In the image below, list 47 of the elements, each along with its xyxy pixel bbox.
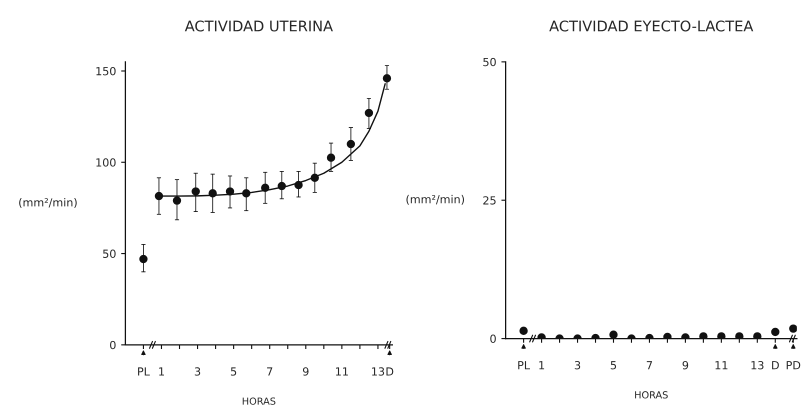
point: [172, 196, 182, 205]
y-tick-label: 0: [490, 334, 496, 343]
point: [346, 140, 356, 148]
point: [226, 187, 234, 196]
point: [261, 184, 270, 192]
y-tick-label: 25: [483, 196, 496, 205]
x-tick-label: 11: [716, 361, 728, 370]
point: [326, 154, 336, 162]
x-tick-label: 3: [574, 361, 580, 370]
x-tick-label: D: [386, 367, 394, 376]
y-tick-label: 100: [96, 158, 116, 167]
x-axis-title: HORAS: [635, 391, 668, 399]
x-axis-title: HORAS: [242, 397, 276, 405]
y-tick-label: 50: [483, 58, 496, 66]
x-tick-label: PL: [518, 361, 530, 370]
x-tick-label: 7: [267, 367, 272, 376]
point: [192, 187, 200, 196]
x-tick-label: 1: [159, 367, 164, 376]
x-tick-label: 3: [194, 367, 200, 376]
y-axis-title: (mm²/min): [19, 198, 77, 208]
x-tick-label: 13: [372, 367, 384, 376]
y-tick-label: 150: [96, 66, 116, 76]
x-tick-label: 9: [302, 367, 309, 376]
x-tick-label: 11: [336, 367, 348, 376]
x-tick-label: 5: [610, 361, 616, 370]
point: [154, 192, 164, 200]
point: [310, 174, 319, 182]
y-tick-label: 0: [110, 340, 116, 350]
x-tick-label: 9: [682, 361, 688, 370]
y-tick-label: 50: [103, 250, 116, 258]
y-axis-title: (mm²/min): [406, 194, 464, 205]
x-tick-label: 7: [646, 361, 652, 370]
point: [364, 108, 374, 118]
x-tick-label: PL: [138, 367, 150, 376]
x-tick-label: 5: [230, 367, 236, 376]
chart-title: ACTIVIDAD EYECTO-LACTEA: [549, 20, 754, 32]
point: [294, 180, 303, 190]
x-tick-label: 1: [539, 361, 544, 370]
x-tick-label: 13: [751, 361, 764, 370]
point: [242, 189, 250, 198]
x-tick-label: PD: [786, 361, 800, 370]
chart-title: ACTIVIDAD UTERINA: [184, 20, 333, 32]
point: [278, 182, 286, 190]
x-tick-label: D: [772, 361, 779, 370]
point: [139, 254, 148, 264]
point: [382, 74, 392, 82]
point: [208, 189, 217, 198]
